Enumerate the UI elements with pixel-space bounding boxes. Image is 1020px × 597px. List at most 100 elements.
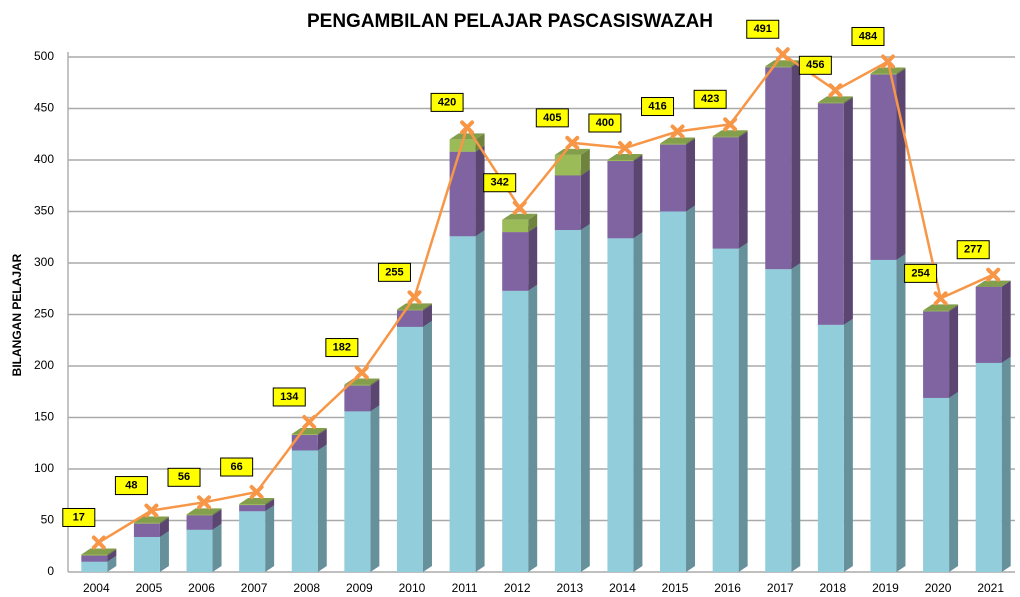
data-label-box [588, 113, 622, 133]
data-label-box [851, 26, 885, 46]
x-tick-label: 2017 [767, 581, 794, 595]
data-label-box [956, 240, 990, 260]
bar-top [817, 96, 853, 103]
bar-side [159, 516, 169, 524]
bar [817, 324, 844, 572]
data-label: 66 [231, 461, 243, 473]
bar-side [896, 68, 906, 260]
bar [502, 290, 529, 572]
bar-side [686, 137, 696, 145]
line-marker [880, 54, 895, 69]
bar-side [107, 555, 117, 572]
x-tick-label: 2021 [977, 581, 1004, 595]
bar [923, 397, 950, 572]
bar-top [712, 130, 748, 137]
bar-side [896, 67, 906, 75]
bar-side [107, 549, 117, 562]
line-marker [775, 47, 790, 62]
chart-title: PENGAMBILAN PELAJAR PASCASISWAZAH [307, 11, 713, 32]
bar [396, 309, 423, 311]
bar [291, 450, 318, 572]
bar [607, 161, 634, 239]
bar [660, 144, 687, 212]
bar [133, 522, 160, 524]
line-marker [302, 414, 317, 429]
x-tick-label: 2013 [556, 581, 583, 595]
y-tick-label: 350 [34, 204, 54, 218]
bar-side [949, 305, 959, 398]
data-label: 255 [385, 266, 403, 278]
bar [765, 66, 792, 68]
line-marker [407, 290, 422, 305]
x-tick-label: 2019 [872, 581, 899, 595]
line-marker [354, 365, 369, 380]
line-marker [565, 135, 580, 150]
bar-side [317, 429, 327, 451]
bar [712, 136, 739, 138]
bar-side [791, 263, 801, 572]
data-label: 400 [596, 117, 614, 129]
bar-side [159, 517, 169, 537]
bar [975, 286, 1002, 363]
y-tick-label: 300 [34, 255, 54, 269]
bar [660, 211, 687, 572]
bar [554, 154, 581, 176]
data-label-box [114, 476, 148, 496]
bar-top [607, 154, 643, 160]
y-axis-label: BILANGAN PELAJAR [10, 253, 24, 376]
bar-side [212, 523, 222, 572]
bar-side [107, 548, 117, 556]
y-tick-label: 0 [47, 564, 54, 578]
bar-top [449, 133, 485, 140]
line-marker [197, 495, 212, 510]
x-tick-label: 2006 [188, 581, 215, 595]
x-tick-label: 2007 [241, 581, 268, 595]
data-label-box [535, 108, 569, 128]
bar-side [580, 224, 590, 573]
line-marker [91, 535, 106, 550]
data-label: 48 [125, 479, 137, 491]
data-label-box [430, 92, 464, 112]
bar [923, 310, 950, 312]
bar [449, 236, 476, 572]
bar-side [475, 145, 485, 237]
data-label: 484 [859, 30, 878, 42]
bar [502, 219, 529, 233]
bar-side [528, 226, 538, 291]
x-tick-label: 2012 [504, 581, 531, 595]
line-marker [828, 83, 843, 98]
bar [186, 529, 213, 572]
bar-side [475, 133, 485, 152]
bar [291, 433, 318, 436]
bar-side [686, 205, 696, 572]
bar [712, 248, 739, 572]
line-marker [249, 485, 264, 500]
bar-side [843, 318, 853, 572]
bar-side [370, 378, 380, 386]
line-marker [617, 141, 632, 155]
bar [133, 536, 160, 572]
bar-side [528, 213, 538, 233]
bar [449, 151, 476, 237]
bar [81, 554, 108, 556]
bar-side [265, 505, 275, 572]
bar-side [738, 131, 748, 249]
x-tick-label: 2014 [609, 581, 636, 595]
bar [607, 160, 634, 162]
bar-side [633, 232, 643, 572]
line-marker [460, 120, 475, 135]
bar-side [265, 499, 275, 512]
x-tick-label: 2018 [820, 581, 847, 595]
bar [239, 511, 266, 572]
bar-top [239, 498, 275, 505]
x-tick-label: 2010 [399, 581, 426, 595]
data-label-box [693, 89, 727, 109]
bar-side [791, 61, 801, 270]
bar-top [133, 516, 169, 523]
bar [81, 555, 108, 562]
y-tick-label: 500 [34, 49, 54, 63]
bar [870, 259, 897, 572]
data-label-box [325, 338, 359, 358]
data-label-box [167, 467, 201, 487]
